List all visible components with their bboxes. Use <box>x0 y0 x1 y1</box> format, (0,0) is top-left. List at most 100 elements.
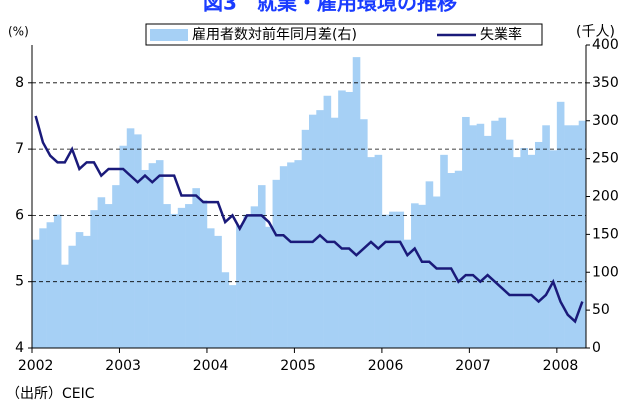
x-tick-label: 2005 <box>280 358 316 374</box>
chart-title: 図3 就業・雇用環境の推移 <box>203 0 457 15</box>
bar <box>476 123 485 348</box>
bar <box>126 128 135 348</box>
bar <box>483 135 492 348</box>
bar <box>119 145 128 348</box>
bar <box>265 226 273 348</box>
bar <box>134 134 142 348</box>
legend-box <box>145 23 543 46</box>
bar <box>374 154 383 348</box>
x-tick-label: 2003 <box>105 358 141 374</box>
bar <box>447 173 456 348</box>
bar <box>316 110 324 349</box>
bars <box>32 57 587 349</box>
bar <box>148 163 157 348</box>
bar <box>498 117 507 348</box>
bar <box>513 157 521 348</box>
y2-tick-label: 50 <box>592 302 610 318</box>
bar <box>250 206 259 348</box>
y2-tick-label: 100 <box>592 264 619 280</box>
bar <box>469 125 477 348</box>
bar <box>389 211 397 348</box>
bar <box>367 157 375 348</box>
bar <box>542 125 550 348</box>
bar <box>257 185 266 348</box>
legend-label: 雇用者数対前年同月差(右) <box>192 26 357 43</box>
bar <box>309 114 317 348</box>
line <box>34 115 584 324</box>
y2-tick-label: 150 <box>592 226 619 242</box>
y2-tick-label: 350 <box>592 75 619 91</box>
bar <box>564 125 572 348</box>
bar <box>345 91 354 348</box>
bar <box>571 125 580 348</box>
y-tick-label: 7 <box>15 141 24 157</box>
bar <box>83 235 91 348</box>
y-axis-label: (%) <box>8 25 29 39</box>
bar <box>46 222 55 348</box>
bar <box>228 285 237 348</box>
bar <box>104 204 113 348</box>
bar <box>323 95 332 348</box>
y-tick-label: 5 <box>15 274 24 290</box>
bar <box>177 207 186 348</box>
bar <box>578 120 587 348</box>
bar <box>32 239 40 348</box>
bar <box>97 197 106 348</box>
bar <box>411 203 419 348</box>
legend-swatch <box>150 29 188 41</box>
bar <box>75 232 84 348</box>
y2-tick-label: 200 <box>592 189 619 205</box>
legend-label: 失業率 <box>480 26 522 43</box>
bar <box>527 154 536 348</box>
bar <box>141 169 149 348</box>
x-tick-label: 2002 <box>18 358 54 374</box>
bar <box>549 150 558 348</box>
bar <box>432 196 441 348</box>
bar <box>454 170 463 348</box>
bar <box>214 235 222 348</box>
bar <box>236 225 244 348</box>
bar <box>425 181 434 348</box>
x-tick-label: 2004 <box>193 358 229 374</box>
bar <box>39 228 47 348</box>
y2-tick-label: 250 <box>592 151 619 167</box>
bar <box>90 210 98 348</box>
bar <box>418 204 426 348</box>
bar <box>462 116 470 349</box>
bar <box>68 245 77 348</box>
bar <box>403 239 412 348</box>
y-tick-label: 4 <box>15 340 24 356</box>
bar <box>505 139 514 348</box>
bar <box>185 204 193 348</box>
bar <box>155 160 164 348</box>
bar <box>556 101 565 348</box>
bar <box>112 185 120 348</box>
bar <box>396 211 405 348</box>
y2-tick-label: 0 <box>592 340 601 356</box>
y-tick-label: 6 <box>15 207 24 223</box>
bar <box>520 148 528 348</box>
bar <box>352 57 361 349</box>
x-tick-label: 2006 <box>368 358 404 374</box>
y2-tick-label: 300 <box>592 113 619 129</box>
bar <box>330 117 339 348</box>
bar <box>279 166 288 348</box>
bar <box>287 162 295 348</box>
bar <box>61 264 69 348</box>
bar <box>221 272 230 348</box>
bar <box>440 154 448 348</box>
bar <box>199 200 208 348</box>
bar <box>338 90 346 348</box>
bar <box>294 160 303 348</box>
y2-tick-label: 400 <box>592 37 619 53</box>
bar <box>360 119 368 348</box>
bar <box>192 188 200 348</box>
bar <box>243 214 251 348</box>
bar <box>301 129 310 348</box>
bar <box>53 214 62 348</box>
source: （出所）CEIC <box>6 386 95 402</box>
y2-axis-label: (千人) <box>576 24 615 40</box>
bar <box>491 120 499 348</box>
y-tick-label: 8 <box>15 75 24 91</box>
